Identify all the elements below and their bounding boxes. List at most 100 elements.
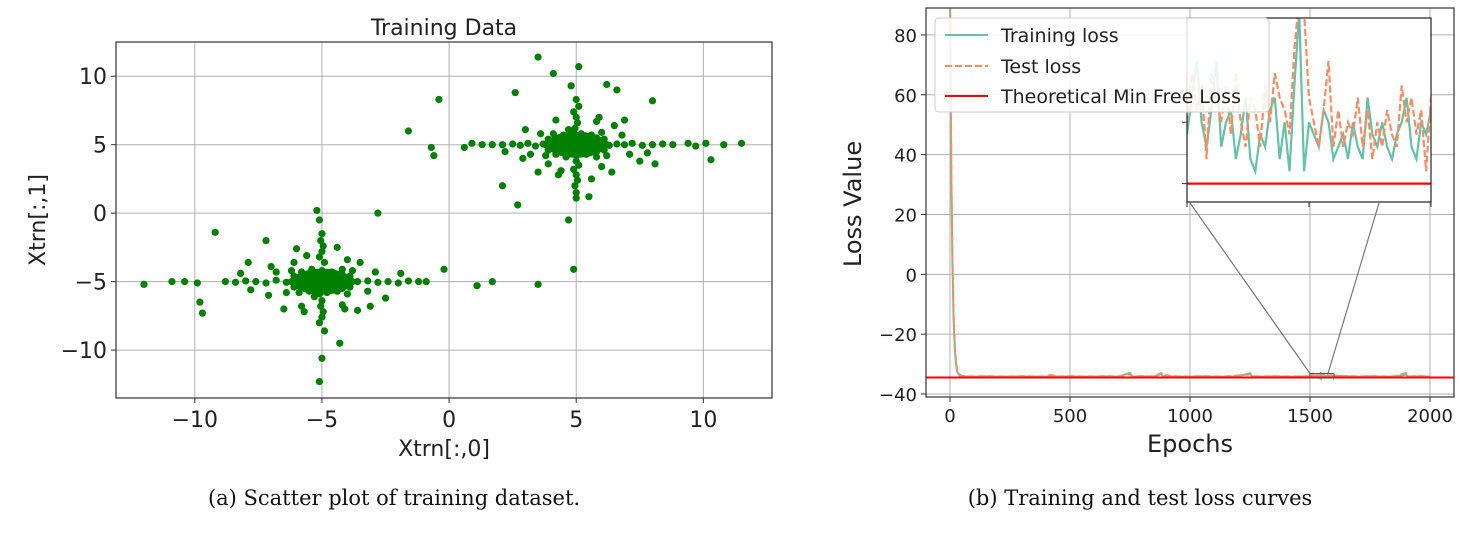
scatter-point <box>534 53 542 61</box>
scatter-point <box>692 142 700 150</box>
scatter-point <box>435 95 443 104</box>
y-tick-label: 0 <box>906 265 917 286</box>
scatter-point <box>318 297 326 305</box>
caption-a: (a) Scatter plot of training dataset. <box>208 486 580 510</box>
legend: Training loss Test loss Theoretical Min … <box>934 17 1270 113</box>
scatter-point <box>181 278 189 286</box>
test-loss-line <box>949 8 1431 381</box>
scatter-point <box>343 290 351 298</box>
scatter-point <box>353 278 362 286</box>
y-axis-label: Loss Value <box>839 141 867 267</box>
scatter-point <box>366 302 374 310</box>
y-tick-label: −10 <box>61 339 107 364</box>
scatter-point <box>603 152 611 160</box>
scatter-point <box>592 153 601 161</box>
scatter-point <box>684 139 692 147</box>
scatter-point <box>573 176 582 184</box>
scatter-point <box>272 268 280 276</box>
scatter-point <box>585 193 593 201</box>
scatter-point <box>427 143 435 152</box>
scatter-point <box>620 141 629 149</box>
scatter-point <box>168 278 176 286</box>
left-axes-frame <box>115 41 773 399</box>
scatter-point <box>557 167 565 175</box>
scatter-point <box>338 301 346 309</box>
scatter-point <box>394 279 402 287</box>
scatter-point <box>318 230 326 238</box>
scatter-point <box>524 139 532 147</box>
scatter-point <box>587 175 596 183</box>
scatter-point <box>231 278 240 286</box>
scatter-point <box>242 277 250 285</box>
scatter-point <box>320 327 329 335</box>
y-tick-label: 80 <box>894 26 917 47</box>
scatter-point <box>514 201 522 209</box>
scatter-point <box>272 276 280 284</box>
scatter-chart: −10 −5 0 5 10 10 5 0 −5 −10 Training Data Xtrn[:,… <box>26 16 773 510</box>
scatter-point <box>648 141 657 149</box>
scatter-point <box>620 116 629 124</box>
scatter-point <box>534 168 542 176</box>
scatter-point <box>707 156 715 164</box>
x-tick-label: 2000 <box>1407 406 1453 427</box>
inset-connector-line <box>1327 202 1380 374</box>
scatter-point <box>526 150 535 158</box>
y-tick-label: 5 <box>93 134 107 159</box>
scatter-point <box>575 102 583 110</box>
scatter-point <box>572 189 580 197</box>
scatter-point <box>247 286 255 294</box>
scatter-point <box>315 253 324 261</box>
y-tick-label: 20 <box>894 205 917 226</box>
caption-b: (b) Training and test loss curves <box>968 486 1313 510</box>
scatter-point <box>521 126 529 134</box>
scatter-point <box>404 127 413 135</box>
scatter-point <box>608 168 616 176</box>
y-tick-label: −5 <box>75 271 107 296</box>
scatter-point <box>336 339 344 347</box>
scatter-point <box>549 69 557 78</box>
scatter-point <box>643 149 652 157</box>
scatter-point <box>636 157 644 165</box>
scatter-point <box>287 267 296 275</box>
x-axis-label: Xtrn[:,0] <box>398 437 490 462</box>
scatter-point <box>318 313 326 321</box>
scatter-point <box>374 278 382 286</box>
scatter-point <box>211 228 219 236</box>
scatter-point <box>592 117 601 126</box>
scatter-point <box>598 163 606 171</box>
chart-title: Training Data <box>370 16 517 41</box>
scatter-point <box>262 236 270 245</box>
y-tick-label: −20 <box>879 325 917 346</box>
scatter-point <box>468 139 476 147</box>
scatter-point <box>244 258 252 267</box>
legend-label-theoretical-min: Theoretical Min Free Loss <box>1000 86 1241 108</box>
scatter-point <box>353 306 362 314</box>
scatter-point <box>516 141 524 149</box>
scatter-point <box>537 130 545 138</box>
scatter-point <box>298 302 306 310</box>
scatter-point <box>572 95 580 104</box>
scatter-point <box>317 236 325 245</box>
scatter-point <box>374 209 382 217</box>
scatter-point <box>198 309 207 317</box>
scatter-point <box>567 82 575 90</box>
scatter-point <box>651 160 659 168</box>
scatter-point <box>300 308 308 316</box>
scatter-point <box>570 108 578 116</box>
scatter-point <box>236 269 245 277</box>
scatter-point <box>196 298 204 306</box>
legend-label-training: Training loss <box>1000 25 1119 47</box>
scatter-point <box>572 194 580 202</box>
scatter-point <box>573 119 582 127</box>
scatter-point <box>534 280 542 288</box>
scatter-point <box>572 157 580 165</box>
scatter-point <box>422 278 430 286</box>
scatter-point <box>498 182 507 190</box>
scatter-cluster-core <box>546 131 607 158</box>
scatter-point <box>531 142 540 150</box>
loss-chart: 0 500 1000 1500 2000 80 60 40 20 0 −20 −40 Training… <box>839 7 1455 510</box>
scatter-point <box>648 97 657 105</box>
scatter-point <box>460 143 468 152</box>
scatter-point <box>315 377 324 386</box>
